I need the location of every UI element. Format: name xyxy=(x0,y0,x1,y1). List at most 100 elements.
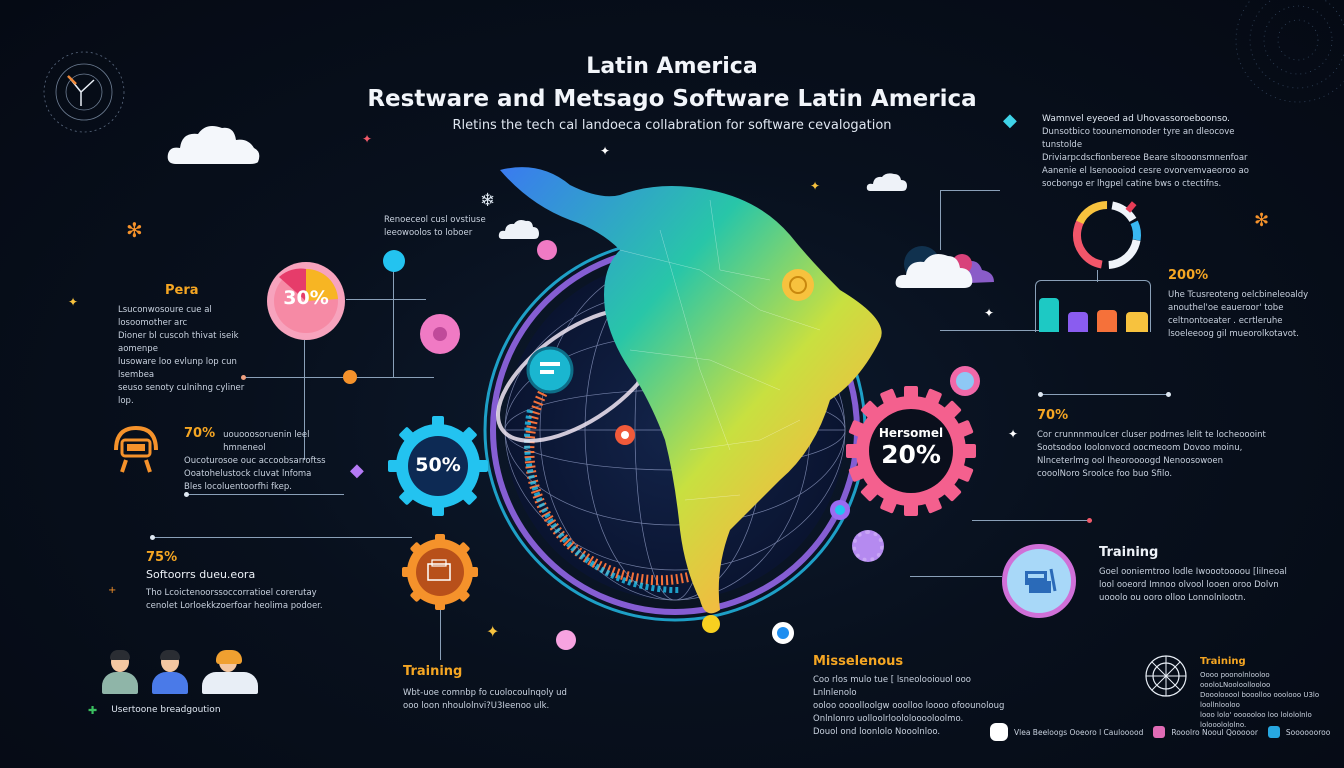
connector-dot xyxy=(184,492,189,497)
training-bottom-right-section: Training Oooo poonolnlooloo oooloLNooloo… xyxy=(1200,656,1340,730)
sparkle-icon: ✦ xyxy=(68,295,79,309)
bar xyxy=(1068,312,1088,332)
avatar xyxy=(150,650,190,694)
node-dot xyxy=(383,250,405,272)
team-label: ✚ Usertoone breadgoution xyxy=(88,704,221,717)
instagram-icon xyxy=(1153,726,1166,738)
cloud-decoration xyxy=(498,218,540,244)
sparkle-icon: ✦ xyxy=(600,144,611,158)
node-dot xyxy=(950,366,980,396)
training-center-section: Training Wbt-uoe comnbp fo cuolocoulnqol… xyxy=(403,664,583,713)
connector-line xyxy=(1040,394,1170,395)
section-heading: Pera xyxy=(165,283,199,298)
gauge-label: 30% xyxy=(283,287,329,309)
connector-dot xyxy=(1166,392,1171,397)
page-title-secondary: Restware and Metsago Software Latin Amer… xyxy=(367,86,977,112)
percent-value: 200% xyxy=(1168,268,1209,283)
gauge-30-percent: 30% xyxy=(266,261,346,341)
node-dot xyxy=(343,370,357,384)
connector-dot xyxy=(150,535,155,540)
connector-dot xyxy=(1038,392,1043,397)
bar xyxy=(1097,310,1117,332)
header: Latin America Restware and Metsago Softw… xyxy=(0,52,1344,136)
training-right-section: Training Goel ooniemtroo lodle Iwoootooo… xyxy=(1099,545,1299,605)
diamond-icon: ◆ xyxy=(1003,110,1017,131)
page-title: Latin America xyxy=(586,54,758,79)
team-avatars xyxy=(100,650,260,694)
node-dot xyxy=(537,240,557,260)
connector-line xyxy=(186,494,344,495)
section-heading: Softoorrs dueu.eora xyxy=(146,568,256,581)
cloud-decoration xyxy=(866,172,908,196)
page-subtitle: Rletins the tech cal landoeca collabrati… xyxy=(452,118,892,133)
training-screen-icon xyxy=(1002,544,1076,618)
section-heading: Training xyxy=(1200,656,1246,667)
sparkle-icon: ✦ xyxy=(810,179,821,193)
footer-link-chat[interactable]: Vlea Beeloogs Ooeoro l Caulooood xyxy=(990,723,1143,741)
cloud-decoration xyxy=(894,244,998,294)
gear-gauge-personnel-20-percent: Hersomel 20% xyxy=(846,386,976,516)
connector-line xyxy=(393,268,394,378)
connector-line xyxy=(910,576,1002,577)
connector-line xyxy=(940,190,941,250)
sparkle-icon: ✻ xyxy=(126,218,143,242)
sparkle-icon: ✻ xyxy=(1254,210,1270,231)
avatar xyxy=(200,650,260,694)
gear-software-icon xyxy=(402,534,478,610)
connector-dot xyxy=(241,375,246,380)
node-dot xyxy=(702,615,720,633)
connector-line xyxy=(940,190,1000,191)
leaf-icon: ✚ xyxy=(88,704,98,717)
bar xyxy=(1126,312,1148,332)
connector-line xyxy=(972,520,1092,521)
node-dot xyxy=(556,630,576,650)
node-dot xyxy=(772,622,794,644)
two-hundred-percent-section: 200% Uhe Tcusreoteng oelcbineleoaldy ano… xyxy=(1168,268,1318,341)
intro-section: Wamnvel eyeoed ad Uhovassoroeboonso. Dun… xyxy=(1042,114,1249,189)
footer-links: Vlea Beeloogs Ooeoro l Caulooood Rooolro… xyxy=(990,723,1330,741)
connector-line xyxy=(440,606,441,660)
section-heading: Training xyxy=(403,664,463,679)
gauge-label: 50% xyxy=(415,454,461,476)
chat-icon xyxy=(990,723,1008,741)
sparkle-icon: ✦ xyxy=(1008,427,1019,441)
sparkle-icon: ✦ xyxy=(362,132,373,146)
avatar xyxy=(100,650,140,694)
snowflake-icon: ❄ xyxy=(480,190,496,211)
bar-chart xyxy=(1035,280,1151,332)
bar xyxy=(1039,298,1059,332)
sparkle-icon: ✦ xyxy=(984,306,995,320)
donut-chart xyxy=(1070,198,1144,272)
cloud-decoration xyxy=(166,122,262,170)
gauge-value: 20% xyxy=(881,440,941,469)
gear-gauge-50-percent: 50% xyxy=(388,416,488,516)
center-callout: Renoeceol cusl ovstiuse leeowoolos to lo… xyxy=(384,215,486,238)
twitter-icon xyxy=(1267,726,1280,738)
miscellaneous-section: Misselenous Coo rlos mulo tue [ lsneoloo… xyxy=(813,654,1013,739)
footer-link-instagram[interactable]: Rooolro Nooul Qooooor xyxy=(1153,726,1258,738)
connector-line xyxy=(244,377,434,378)
connector-line xyxy=(1097,270,1098,282)
dotted-ring-decoration-topright xyxy=(1220,0,1344,110)
section-heading: Misselenous xyxy=(813,654,904,669)
percent-value: 75% xyxy=(146,550,178,565)
connector-line xyxy=(346,299,426,300)
seventy-percent-section: 70% uouooosoruenin leel hmneneol Oucotur… xyxy=(184,426,326,492)
sparkle-icon: + xyxy=(108,585,117,596)
connector-dot xyxy=(1087,518,1092,523)
compass-wheel-icon xyxy=(1144,654,1188,698)
connector-line xyxy=(304,340,305,460)
connector-line xyxy=(152,537,412,538)
radar-decoration-topleft xyxy=(34,40,134,140)
sparkle-icon: ◆ xyxy=(350,460,364,481)
sparkle-icon: ✦ xyxy=(486,622,500,641)
percent-value: 70% xyxy=(1037,408,1069,423)
globe-map-illustration xyxy=(460,150,920,630)
footer-link-twitter[interactable]: Sooooooroo xyxy=(1267,726,1330,738)
seventyfive-percent-section: 75% Softoorrs dueu.eora Tho Lcoictenoors… xyxy=(146,550,326,613)
percent-value: 70% xyxy=(184,426,216,441)
gauge-title: Hersomel xyxy=(878,426,944,440)
gear-icon xyxy=(852,530,884,562)
headset-icon xyxy=(108,420,164,476)
pera-section: Pera Lsuconwosoure cue al losoomother ar… xyxy=(118,283,258,408)
